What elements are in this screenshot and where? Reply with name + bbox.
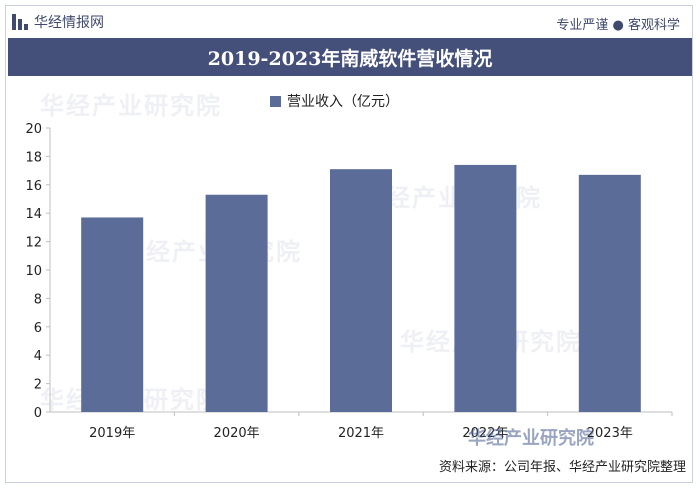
y-tick-label: 16	[25, 179, 42, 194]
bar	[330, 169, 392, 412]
y-tick-label: 0	[34, 406, 42, 421]
slogan: 专业严谨 ● 客观科学	[556, 18, 680, 33]
brand[interactable]: 华经情报网	[12, 12, 104, 32]
x-tick-label: 2020年	[214, 426, 260, 441]
legend-label: 营业收入（亿元）	[287, 94, 399, 110]
y-tick-label: 2	[34, 378, 42, 393]
bar	[81, 217, 144, 412]
y-tick-label: 8	[34, 292, 42, 307]
y-tick-label: 14	[25, 207, 42, 222]
brand-name: 华经情报网	[34, 15, 104, 31]
y-tick-label: 10	[25, 264, 42, 279]
y-tick-label: 6	[34, 321, 42, 336]
y-tick-label: 4	[34, 349, 42, 364]
y-tick-label: 20	[25, 122, 42, 137]
y-tick-label: 12	[25, 236, 42, 251]
y-tick-label: 18	[25, 150, 42, 165]
x-tick-label: 2021年	[338, 426, 384, 441]
watermark-text: 华经产业研究院	[40, 92, 222, 120]
chart-title: 2019-2023年南威软件营收情况	[8, 38, 692, 76]
x-tick-label: 2022年	[462, 426, 508, 441]
source-note: 资料来源：公司年报、华经产业研究院整理	[438, 460, 686, 475]
legend-swatch	[270, 95, 281, 107]
bar	[578, 174, 641, 412]
x-tick-label: 2019年	[89, 426, 135, 441]
chart-frame	[5, 5, 693, 483]
brand-logo-icon	[12, 14, 28, 30]
bottom-watermark: 华经产业研究院	[468, 428, 594, 449]
header: 华经情报网 专业严谨 ● 客观科学	[12, 8, 688, 36]
legend[interactable]: 营业收入（亿元）	[270, 91, 399, 111]
bar	[205, 194, 268, 412]
x-tick-label: 2023年	[587, 426, 633, 441]
bar	[454, 164, 517, 412]
